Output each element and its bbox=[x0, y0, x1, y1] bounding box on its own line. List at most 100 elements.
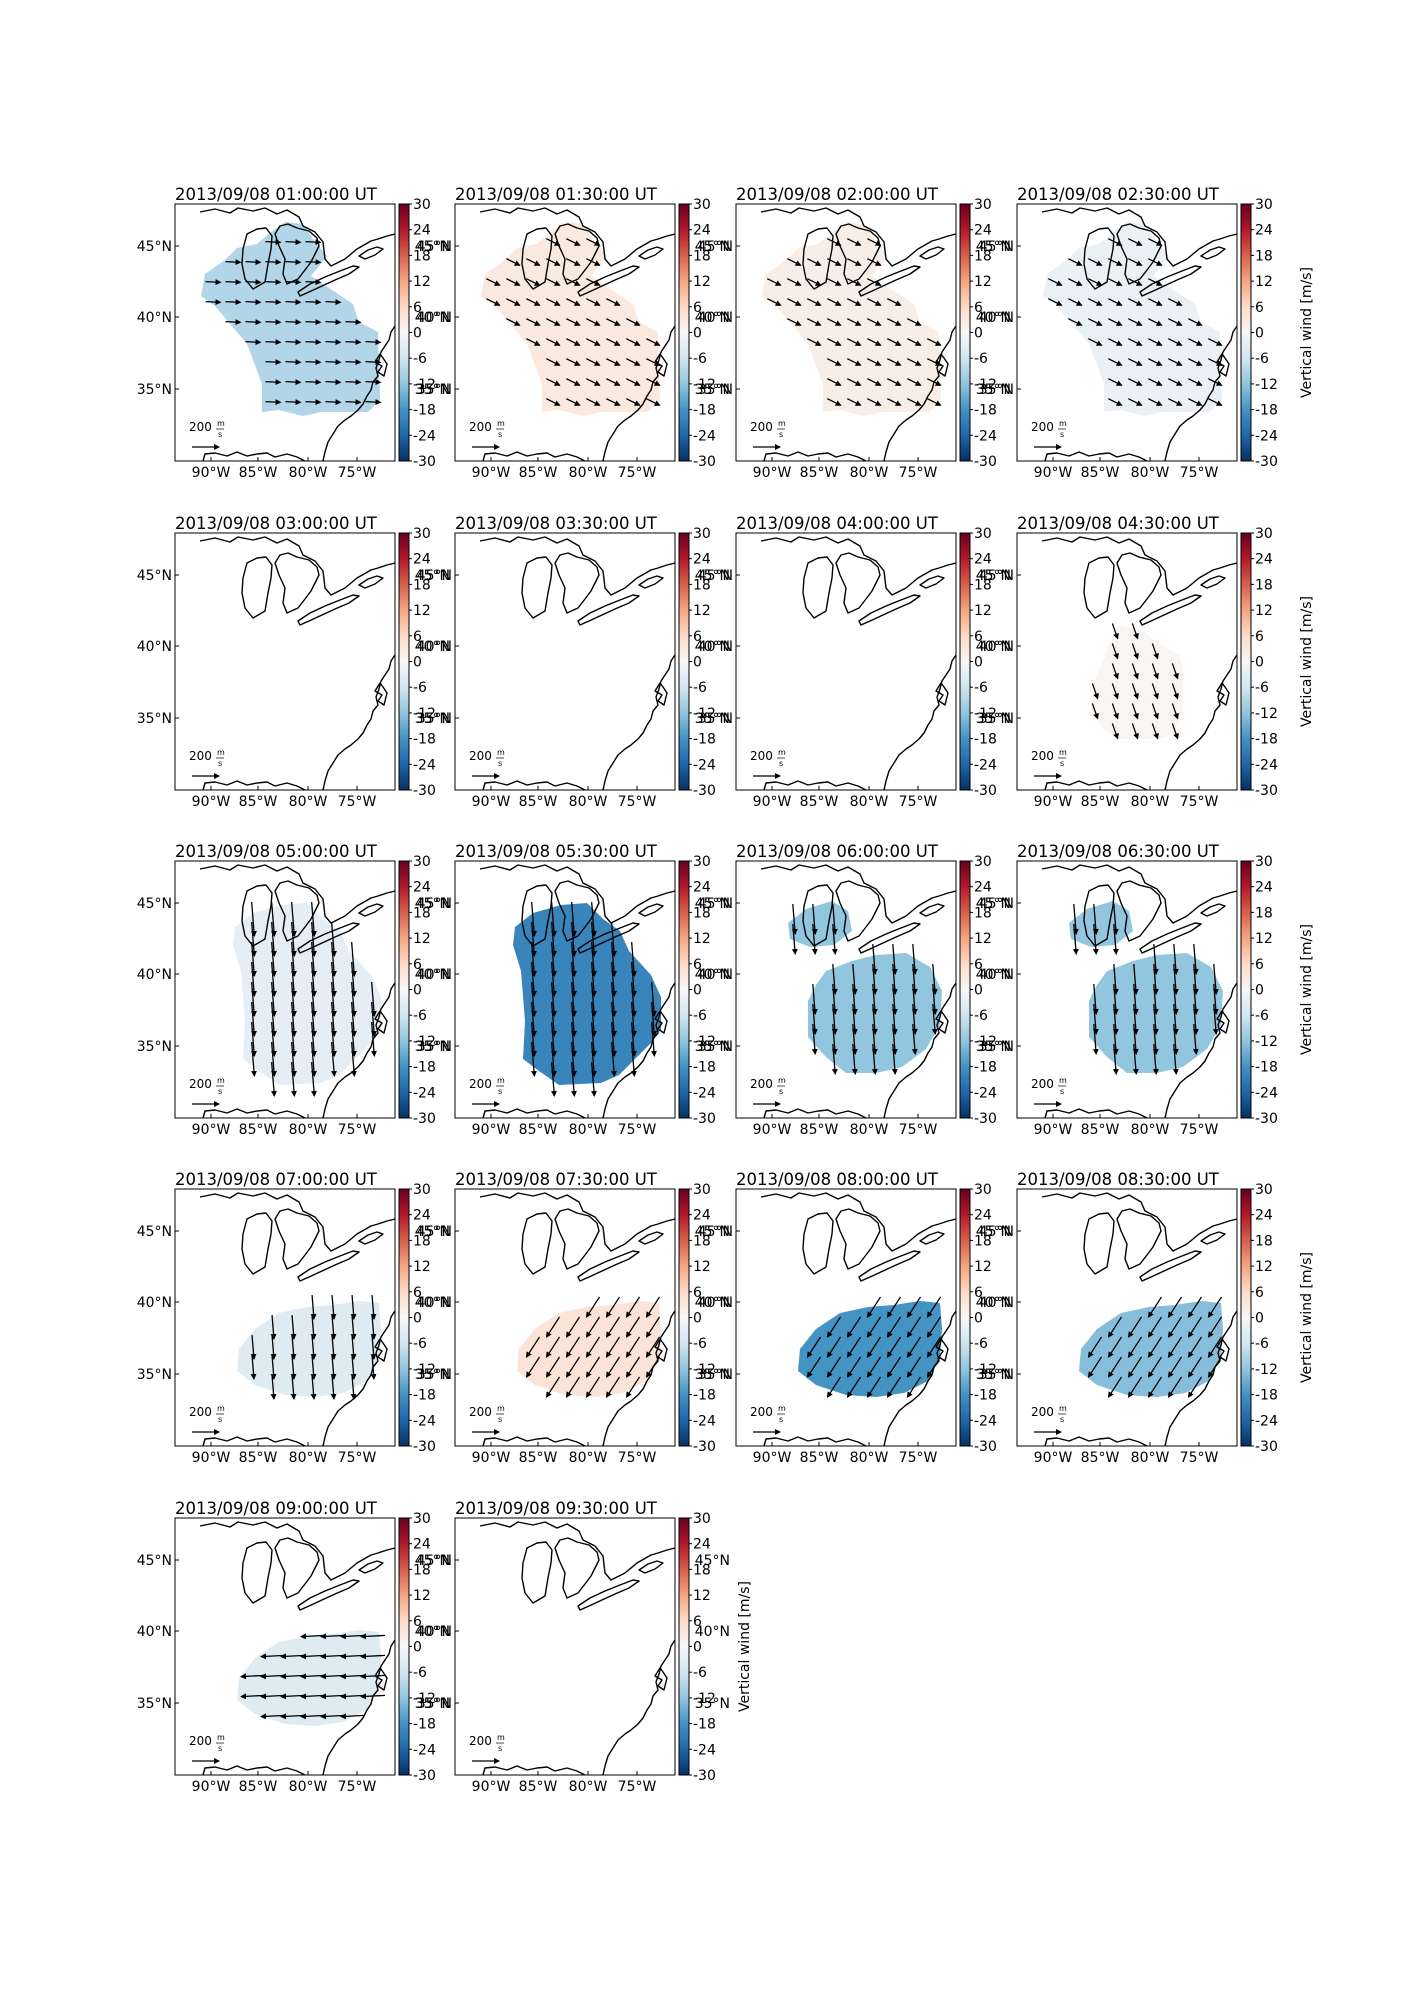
map-content bbox=[199, 1192, 395, 1446]
colorbar-tick-label: -30 bbox=[1255, 1111, 1278, 1127]
colorbar-label: Vertical wind [m/s] bbox=[1299, 596, 1315, 727]
map-panel: 200 ms 2013/09/08 04:00:00 UT 90°W 85°W 80°W 7… bbox=[698, 514, 1011, 810]
colorbar-tick-label: 24 bbox=[974, 880, 992, 896]
wind-arrow bbox=[590, 922, 597, 957]
wind-arrow bbox=[350, 982, 357, 1017]
coastline bbox=[1139, 1250, 1202, 1282]
y-tick-label-right: 45°N bbox=[415, 568, 450, 584]
x-tick-label: 75°W bbox=[899, 465, 938, 481]
arrow-key-unit-num: m bbox=[1059, 419, 1067, 428]
x-tick-label: 80°W bbox=[569, 1450, 608, 1466]
colorbar-tick-label: -24 bbox=[974, 1085, 997, 1101]
arrow-key-value: 200 bbox=[750, 1405, 773, 1419]
wind-arrow bbox=[827, 318, 842, 326]
colorbar-tick-label: 0 bbox=[413, 1640, 422, 1656]
wind-arrow bbox=[1168, 318, 1183, 326]
wind-arrow bbox=[1127, 1376, 1143, 1398]
x-tick-label: 80°W bbox=[850, 465, 889, 481]
wind-arrow bbox=[1167, 1376, 1183, 1398]
wind-arrow bbox=[350, 942, 357, 977]
coastline bbox=[760, 536, 956, 596]
wind-arrow bbox=[1131, 643, 1139, 660]
wind-arrow bbox=[566, 318, 581, 326]
wind-arrow bbox=[345, 359, 362, 366]
colorbar-tick-label: -18 bbox=[693, 1388, 716, 1404]
wind-arrow bbox=[546, 258, 561, 266]
colorbar-tick-label: 12 bbox=[413, 1259, 431, 1275]
wind-arrow bbox=[911, 943, 918, 975]
wind-arrow bbox=[866, 1336, 882, 1358]
wind-arrow bbox=[605, 1356, 621, 1378]
x-tick-label: 80°W bbox=[1131, 1450, 1170, 1466]
arrow-key-unit-den: s bbox=[779, 759, 783, 768]
wind-arrow bbox=[325, 379, 342, 386]
wind-arrow bbox=[285, 379, 302, 386]
arrow-key-unit-den: s bbox=[498, 1415, 502, 1424]
y-tick-label: 45°N bbox=[137, 1553, 172, 1569]
wind-arrow bbox=[1107, 1336, 1123, 1358]
map-content bbox=[199, 1521, 395, 1775]
wind-arrow bbox=[1148, 398, 1163, 406]
colorbar-tick-label: 6 bbox=[413, 1285, 422, 1301]
panel-title: 2013/09/08 01:00:00 UT bbox=[175, 185, 378, 204]
x-tick-label: 75°W bbox=[338, 1122, 377, 1138]
y-tick-label: 35°N bbox=[417, 382, 452, 398]
colorbar-tick-label: 6 bbox=[413, 1614, 422, 1630]
wind-arrow bbox=[565, 1376, 581, 1398]
y-tick-label: 35°N bbox=[137, 382, 172, 398]
coastline bbox=[638, 1231, 664, 1245]
colorbar-tick-label: -24 bbox=[974, 1413, 997, 1429]
x-tick-label: 85°W bbox=[519, 465, 558, 481]
y-tick-label-right: 40°N bbox=[415, 967, 450, 983]
map-panel: 200 ms 2013/09/08 01:30:00 UT 90°W 85°W 80°W 7… bbox=[417, 185, 730, 481]
wind-arrow bbox=[310, 982, 317, 1017]
wind-arrow bbox=[1108, 278, 1123, 286]
coastline bbox=[577, 1250, 640, 1282]
wind-arrow bbox=[590, 1042, 597, 1077]
coastline bbox=[374, 1010, 388, 1034]
wind-arrow bbox=[265, 279, 282, 286]
map-content bbox=[199, 536, 395, 790]
wind-arrow bbox=[570, 962, 577, 997]
colorbar bbox=[678, 532, 690, 791]
wind-arrow bbox=[1212, 983, 1219, 1015]
wind-arrow bbox=[1151, 683, 1159, 700]
wind-arrow bbox=[330, 942, 337, 977]
coastline bbox=[883, 1310, 956, 1446]
arrow-key: 200 ms bbox=[189, 748, 225, 779]
wind-arrow bbox=[245, 279, 262, 286]
wind-arrow bbox=[310, 1042, 317, 1077]
wind-arrow bbox=[847, 278, 862, 286]
wind-arrow bbox=[867, 398, 882, 406]
colorbar-tick-label: -24 bbox=[413, 757, 436, 773]
colorbar-tick-label: 0 bbox=[693, 326, 702, 342]
colorbar-tick-label: -12 bbox=[413, 1034, 436, 1050]
y-tick-label-right: 35°N bbox=[415, 1696, 450, 1712]
coastline bbox=[479, 207, 675, 267]
vertical-wind-region bbox=[481, 222, 660, 416]
wind-arrow bbox=[1108, 298, 1123, 306]
colorbar-tick-label: 0 bbox=[413, 983, 422, 999]
wind-arrow bbox=[530, 982, 537, 1017]
colorbar-tick-label: 6 bbox=[974, 629, 983, 645]
wind-arrow bbox=[305, 359, 322, 366]
colorbar-tick-label: 24 bbox=[413, 223, 431, 239]
colorbar-tick-label: 12 bbox=[974, 931, 992, 947]
arrow-key-value: 200 bbox=[469, 1405, 492, 1419]
colorbar-tick-label: 24 bbox=[693, 1208, 711, 1224]
arrow-key: 200 ms bbox=[750, 1076, 786, 1107]
coastline bbox=[479, 864, 675, 924]
x-tick-label: 75°W bbox=[338, 794, 377, 810]
y-tick-label: 35°N bbox=[417, 1696, 452, 1712]
wind-arrow bbox=[330, 1314, 337, 1340]
wind-arrow bbox=[1207, 1296, 1223, 1318]
panel-title: 2013/09/08 02:30:00 UT bbox=[1017, 185, 1220, 204]
wind-arrow bbox=[365, 359, 382, 366]
wind-arrow bbox=[1152, 963, 1159, 995]
wind-arrow bbox=[1132, 1003, 1139, 1035]
map-panel: 200 ms 2013/09/08 01:00:00 UT 90°W 85°W 80°W 7… bbox=[137, 185, 450, 481]
arrow-key: 200 ms bbox=[189, 1404, 225, 1435]
colorbar-tick-label: 0 bbox=[413, 1311, 422, 1327]
x-tick-label: 75°W bbox=[618, 1122, 657, 1138]
wind-arrow bbox=[350, 1042, 357, 1077]
